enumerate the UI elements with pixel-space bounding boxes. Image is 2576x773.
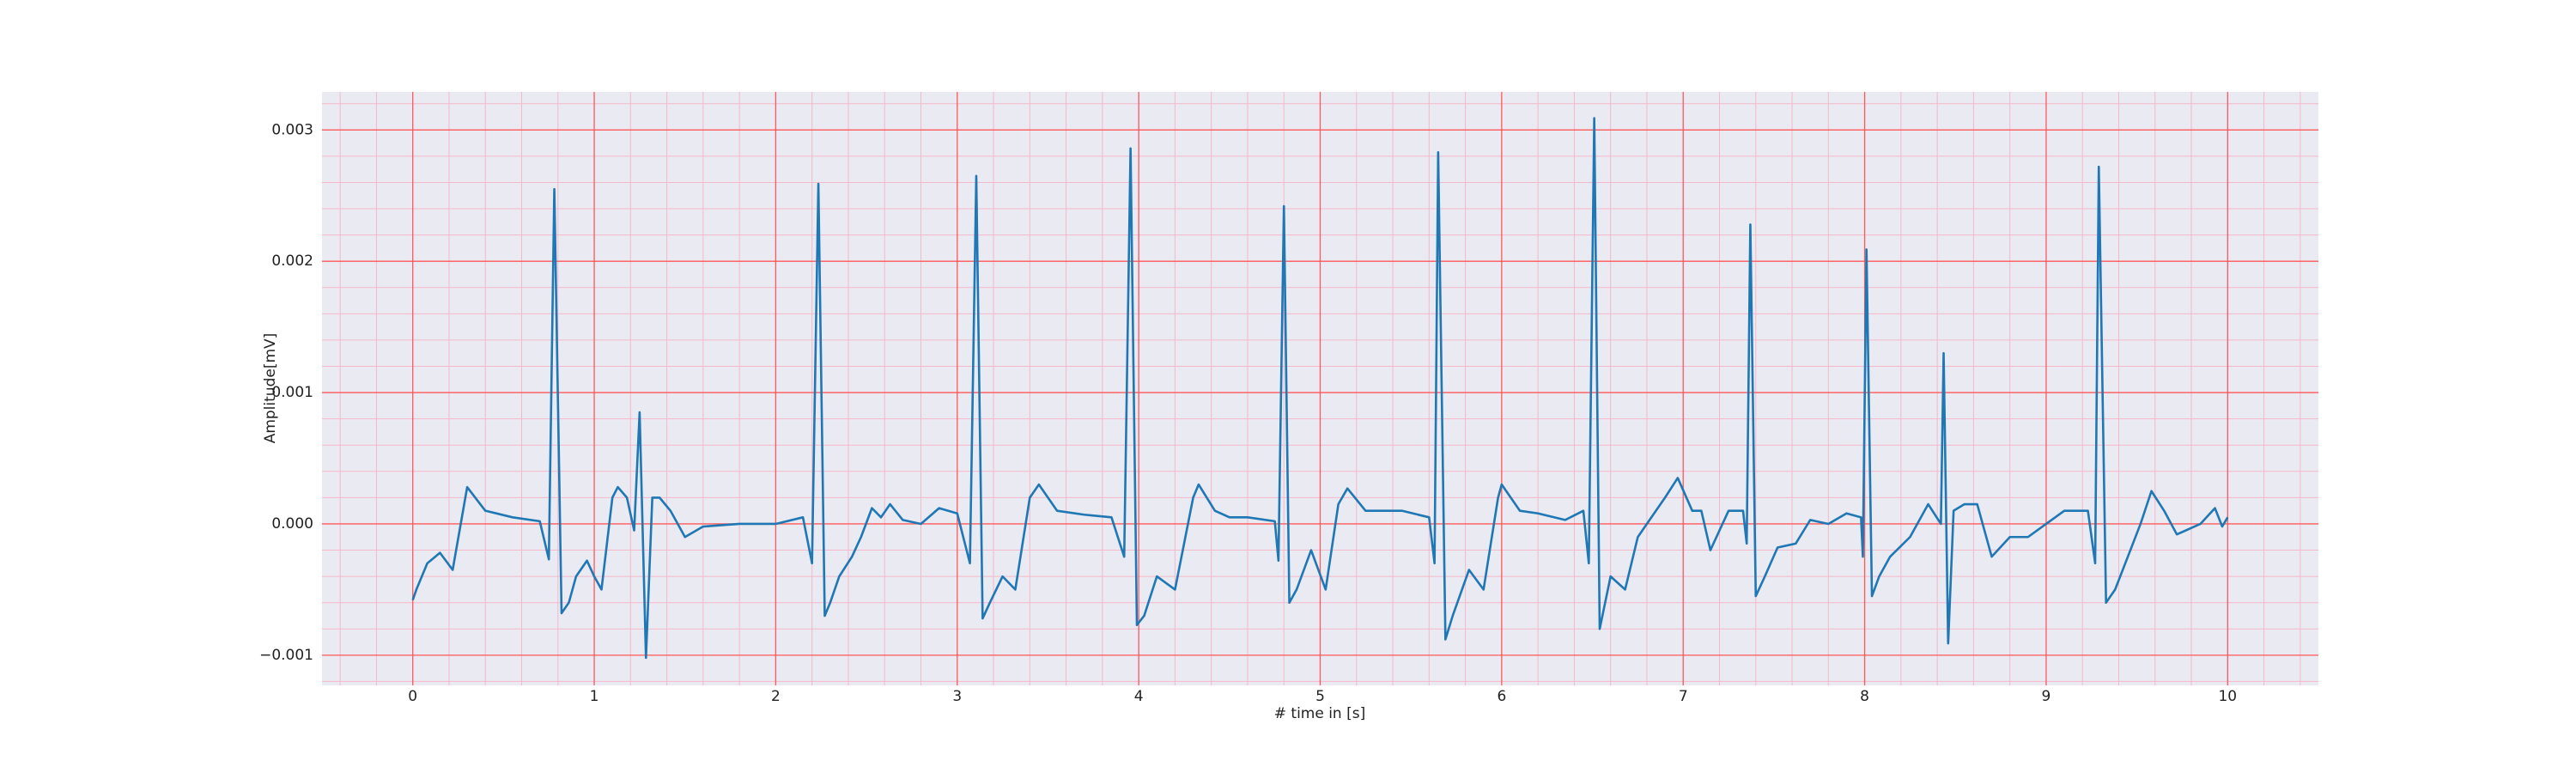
x-tick-label: 10	[2218, 688, 2237, 705]
x-tick-label: 7	[1679, 688, 1688, 705]
x-tick-label: 8	[1860, 688, 1869, 705]
y-tick-label: −0.001	[259, 647, 313, 664]
x-axis-label: # time in [s]	[1274, 705, 1365, 722]
tick-labels: 0 1 2 3 4 5 6 7 8 9 10 −0.001 0.000 0.001 0.002 0.003	[259, 121, 2237, 705]
ecg-line	[411, 117, 2229, 660]
x-tick-label: 2	[771, 688, 781, 705]
major-grid	[322, 92, 2318, 685]
x-tick-label: 3	[952, 688, 962, 705]
x-tick-label: 6	[1497, 688, 1506, 705]
y-tick-label: 0.003	[271, 121, 313, 138]
x-tick-label: 5	[1315, 688, 1325, 705]
y-tick-label: 0.001	[271, 384, 313, 401]
y-axis-label: Amplitude[mV]	[262, 333, 279, 444]
y-tick-label: 0.000	[271, 515, 313, 533]
x-tick-label: 0	[408, 688, 417, 705]
x-tick-label: 4	[1134, 688, 1144, 705]
x-tick-label: 1	[590, 688, 599, 705]
x-tick-label: 9	[2042, 688, 2051, 705]
y-tick-label: 0.002	[271, 253, 313, 270]
